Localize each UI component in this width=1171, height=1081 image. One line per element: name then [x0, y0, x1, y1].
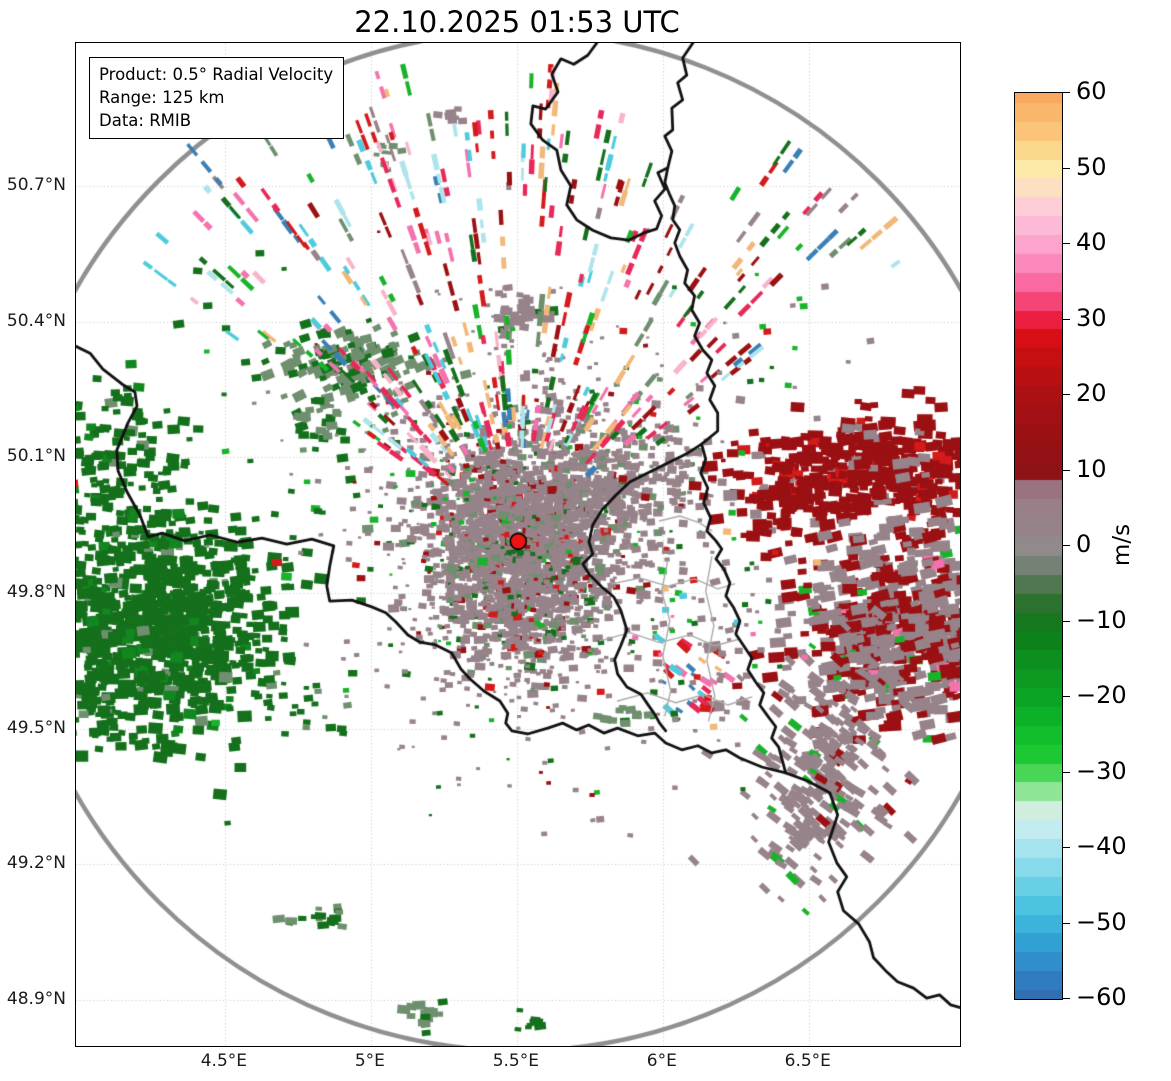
colorbar-tick-label: 0 — [1076, 529, 1092, 558]
colorbar-unit-label: m/s — [1109, 523, 1135, 567]
x-tick-label: 6°E — [646, 1051, 677, 1071]
colorbar-gradient — [1015, 93, 1062, 999]
colorbar-tick-mark — [1063, 696, 1070, 697]
colorbar-tick-mark — [1063, 620, 1070, 622]
colorbar-tick-label: 20 — [1076, 378, 1107, 407]
x-tick-label: 5°E — [354, 1051, 385, 1071]
colorbar-tick-label: −40 — [1076, 831, 1127, 860]
velocity-colorbar — [1014, 92, 1063, 1000]
y-tick-label: 49.8°N — [6, 581, 66, 602]
radar-data-canvas — [76, 43, 960, 1046]
colorbar-tick-label: −60 — [1076, 982, 1127, 1011]
colorbar-tick-mark — [1063, 847, 1070, 848]
colorbar-tick-mark — [1063, 92, 1070, 93]
y-tick-label: 48.9°N — [6, 988, 66, 1009]
product-info-box: Product: 0.5° Radial Velocity Range: 125… — [89, 57, 345, 139]
y-tick-label: 49.5°N — [6, 717, 66, 738]
colorbar-tick-mark — [1063, 922, 1070, 924]
colorbar-tick-mark — [1063, 469, 1070, 471]
colorbar-tick-mark — [1063, 167, 1070, 169]
page-title: 22.10.2025 01:53 UTC — [354, 5, 680, 39]
x-tick-label: 5.5°E — [492, 1051, 539, 1071]
colorbar-tick-mark — [1063, 318, 1070, 320]
colorbar-tick-label: 40 — [1076, 227, 1107, 256]
colorbar-tick-mark — [1063, 771, 1070, 773]
colorbar-tick-mark — [1063, 998, 1070, 999]
colorbar-tick-mark — [1063, 394, 1070, 395]
y-tick-label: 50.7°N — [6, 174, 66, 195]
colorbar-tick-label: 60 — [1076, 76, 1107, 105]
colorbar-tick-label: −20 — [1076, 680, 1127, 709]
y-tick-label: 49.2°N — [6, 853, 66, 874]
y-tick-label: 50.4°N — [6, 310, 66, 331]
y-tick-label: 50.1°N — [6, 446, 66, 467]
colorbar-tick-label: 10 — [1076, 454, 1107, 483]
map-plot-area: Product: 0.5° Radial Velocity Range: 125… — [75, 42, 961, 1047]
colorbar-tick-label: 30 — [1076, 303, 1107, 332]
colorbar-tick-mark — [1063, 243, 1070, 244]
x-tick-label: 6.5°E — [784, 1051, 831, 1071]
colorbar-tick-mark — [1063, 545, 1070, 546]
colorbar-tick-label: 50 — [1076, 152, 1107, 181]
colorbar-tick-label: −30 — [1076, 756, 1127, 785]
data-source-line: Data: RMIB — [99, 111, 192, 130]
range-info-line: Range: 125 km — [99, 88, 225, 107]
colorbar-tick-label: −10 — [1076, 605, 1127, 634]
x-tick-label: 4.5°E — [200, 1051, 248, 1071]
product-info-line: Product: 0.5° Radial Velocity — [99, 65, 334, 84]
colorbar-tick-label: −50 — [1076, 907, 1127, 936]
